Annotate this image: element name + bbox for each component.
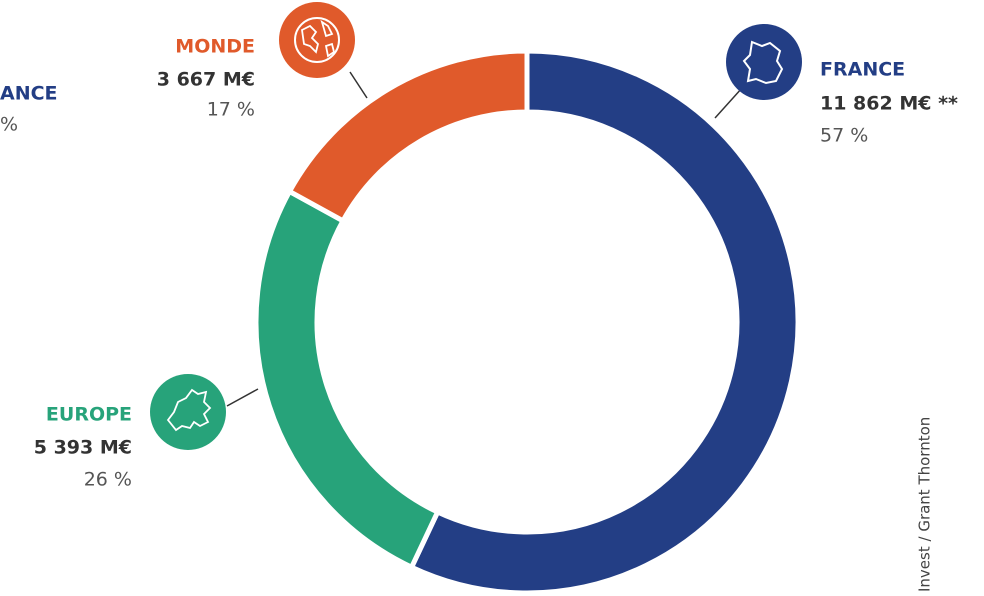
- slice: [253, 188, 441, 571]
- percent-label: 26 %: [84, 469, 132, 491]
- cut-off-label: %: [0, 114, 18, 136]
- europe-icon: [150, 374, 226, 450]
- leader-line: [714, 87, 743, 119]
- donut: [253, 48, 801, 596]
- amount-label: 5 393 M€: [34, 437, 132, 459]
- category-label: MONDE: [175, 36, 255, 58]
- slice: [286, 48, 530, 225]
- cut-off-label: ANCE: [0, 83, 58, 105]
- monde-icon: [279, 2, 355, 78]
- leader-line: [226, 388, 259, 407]
- leader-line: [349, 71, 368, 99]
- slice: [408, 48, 801, 596]
- percent-label: 57 %: [820, 125, 868, 147]
- amount-label: 11 862 M€ **: [820, 93, 958, 115]
- category-label: EUROPE: [46, 404, 132, 426]
- percent-label: 17 %: [207, 99, 255, 121]
- france-icon: [726, 24, 802, 100]
- amount-label: 3 667 M€: [157, 69, 255, 91]
- category-label: FRANCE: [820, 59, 905, 81]
- source: Invest / Grant Thornton: [916, 417, 934, 592]
